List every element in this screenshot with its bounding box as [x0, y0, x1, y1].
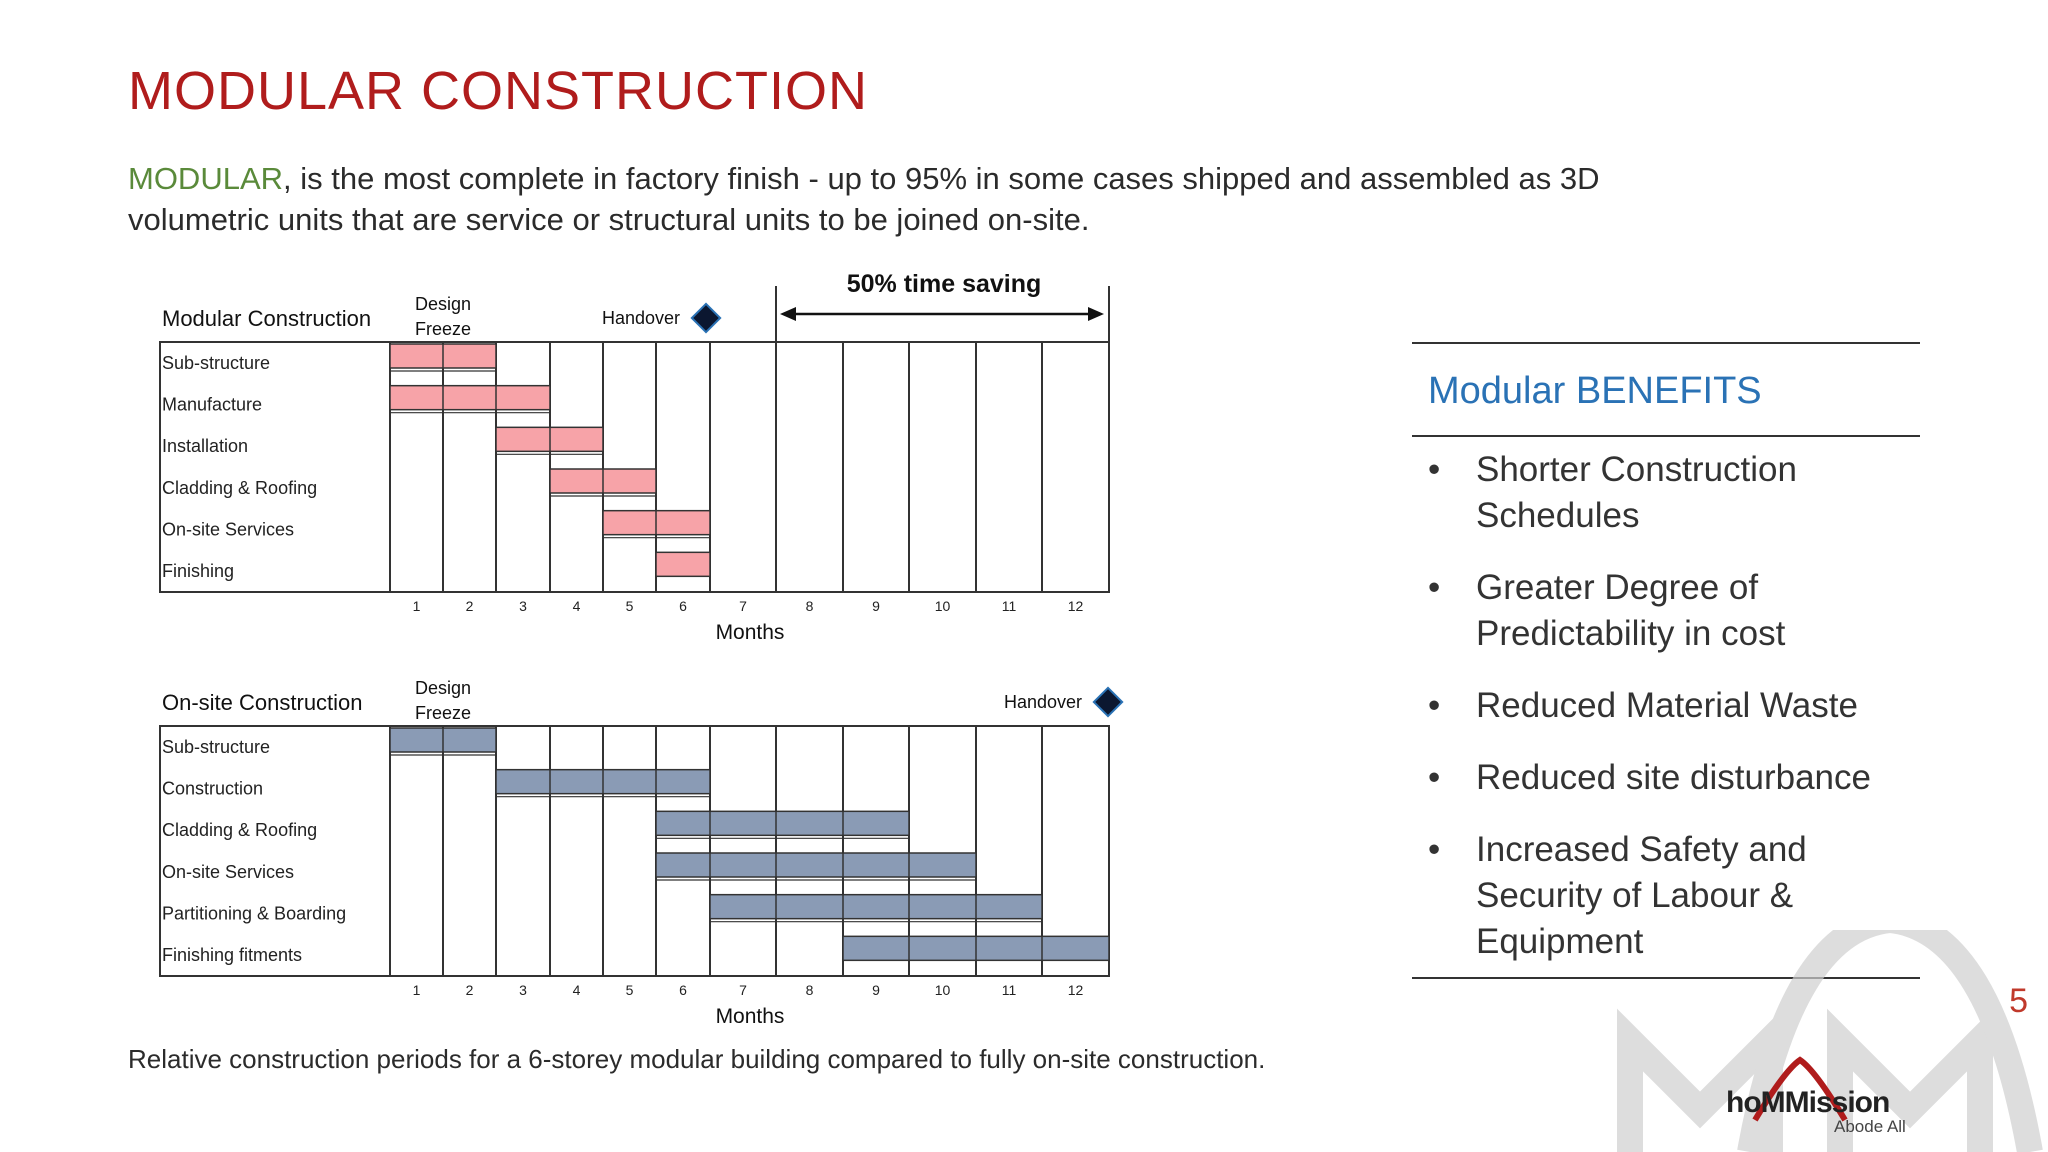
watermark-logo-icon	[1617, 930, 2043, 1152]
benefits-panel: Modular BENEFITS • Shorter Construction S…	[1412, 342, 1920, 979]
month-tick-label: 10	[935, 982, 951, 998]
slide-title: MODULAR CONSTRUCTION	[128, 61, 869, 121]
logo-wordmark: hoMMission	[1726, 1086, 1890, 1119]
month-tick-label: 8	[806, 982, 814, 998]
month-tick-label: 11	[1002, 598, 1017, 614]
month-tick-label: 12	[1068, 598, 1084, 614]
benefit-item: • Shorter Construction Schedules	[1412, 447, 1920, 539]
handover-label: Handover	[1004, 692, 1082, 712]
task-label: Finishing	[162, 561, 234, 581]
benefits-title: Modular BENEFITS	[1428, 370, 1762, 412]
benefits-top-rule	[1412, 342, 1920, 344]
design-freeze-label: Freeze	[415, 319, 471, 339]
time-saving-label: 50% time saving	[847, 270, 1042, 298]
task-bar	[709, 893, 1043, 920]
x-axis-label: Months	[716, 1005, 785, 1028]
month-tick-label: 3	[519, 598, 527, 614]
logo-tagline: Abode All	[1834, 1117, 1906, 1136]
gantt-title: Modular Construction	[162, 306, 371, 331]
benefit-text: Reduced site disturbance	[1476, 758, 1871, 797]
x-axis-label: Months	[716, 621, 785, 644]
intro-text: , is the most complete in factory finish…	[128, 161, 1600, 237]
task-label: Manufacture	[162, 395, 262, 415]
bullet-icon: •	[1428, 686, 1441, 725]
arrow-right-icon	[1088, 307, 1104, 321]
bullet-icon: •	[1428, 450, 1441, 489]
month-tick-label: 10	[935, 598, 951, 614]
month-tick-label: 12	[1068, 982, 1084, 998]
month-tick-label: 7	[739, 982, 747, 998]
task-label: Cladding & Roofing	[162, 478, 317, 498]
handover-diamond-icon	[1092, 686, 1124, 718]
benefit-text: Increased Safety and Security of Labour …	[1476, 830, 1807, 961]
benefit-item: • Reduced site disturbance	[1412, 755, 1920, 801]
month-tick-label: 2	[466, 598, 474, 614]
task-label: Installation	[162, 436, 248, 456]
benefits-bottom-rule	[1412, 977, 1920, 979]
intro-paragraph: MODULAR, is the most complete in factory…	[128, 158, 1688, 240]
task-label: Finishing fitments	[162, 945, 302, 965]
handover-label: Handover	[602, 308, 680, 328]
month-tick-label: 6	[679, 982, 687, 998]
month-tick-label: 3	[519, 982, 527, 998]
task-label: Partitioning & Boarding	[162, 904, 346, 924]
benefit-item: • Reduced Material Waste	[1412, 683, 1920, 729]
benefit-text: Greater Degree of Predictability in cost	[1476, 568, 1786, 653]
task-label: Construction	[162, 779, 263, 799]
month-tick-label: 4	[573, 982, 581, 998]
benefit-item: • Greater Degree of Predictability in cos…	[1412, 565, 1920, 657]
design-freeze-label: Freeze	[415, 703, 471, 723]
handover-diamond-icon	[690, 302, 722, 334]
month-tick-label: 1	[413, 982, 421, 998]
bullet-icon: •	[1428, 758, 1441, 797]
bullet-icon: •	[1428, 568, 1441, 607]
chart-caption: Relative construction periods for a 6-st…	[128, 1044, 1266, 1074]
benefit-text: Reduced Material Waste	[1476, 686, 1858, 725]
bullet-icon: •	[1428, 830, 1441, 869]
design-freeze-label: Design	[415, 294, 471, 314]
task-bar	[655, 551, 711, 578]
design-freeze-label: Design	[415, 678, 471, 698]
month-tick-label: 8	[806, 598, 814, 614]
benefits-mid-rule	[1412, 435, 1920, 437]
benefit-item: • Increased Safety and Security of Labour…	[1412, 827, 1920, 965]
intro-keyword: MODULAR	[128, 161, 284, 196]
task-label: Sub-structure	[162, 737, 270, 757]
month-tick-label: 7	[739, 598, 747, 614]
arrow-left-icon	[780, 307, 796, 321]
page-number: 5	[2009, 982, 2028, 1020]
gantt-frame	[159, 725, 1110, 977]
month-tick-label: 1	[413, 598, 421, 614]
task-label: Cladding & Roofing	[162, 820, 317, 840]
gantt-title: On-site Construction	[162, 690, 363, 715]
gantt-frame	[159, 341, 1110, 593]
task-label: Sub-structure	[162, 353, 270, 373]
task-bar	[655, 810, 910, 837]
task-label: On-site Services	[162, 862, 294, 882]
gantt-charts: Modular Construction Design Freeze Handover…	[159, 270, 1124, 1028]
month-tick-label: 4	[573, 598, 581, 614]
month-tick-label: 6	[679, 598, 687, 614]
benefit-text: Shorter Construction Schedules	[1476, 450, 1797, 535]
task-bar	[655, 852, 977, 878]
month-tick-label: 9	[872, 598, 880, 614]
task-bar	[389, 384, 551, 411]
month-tick-label: 5	[626, 598, 634, 614]
month-tick-label: 5	[626, 982, 634, 998]
task-label: On-site Services	[162, 520, 294, 540]
month-tick-label: 2	[466, 982, 474, 998]
month-tick-label: 11	[1002, 982, 1017, 998]
month-tick-label: 9	[872, 982, 880, 998]
benefits-list: • Shorter Construction Schedules • Greater…	[1412, 437, 1920, 977]
